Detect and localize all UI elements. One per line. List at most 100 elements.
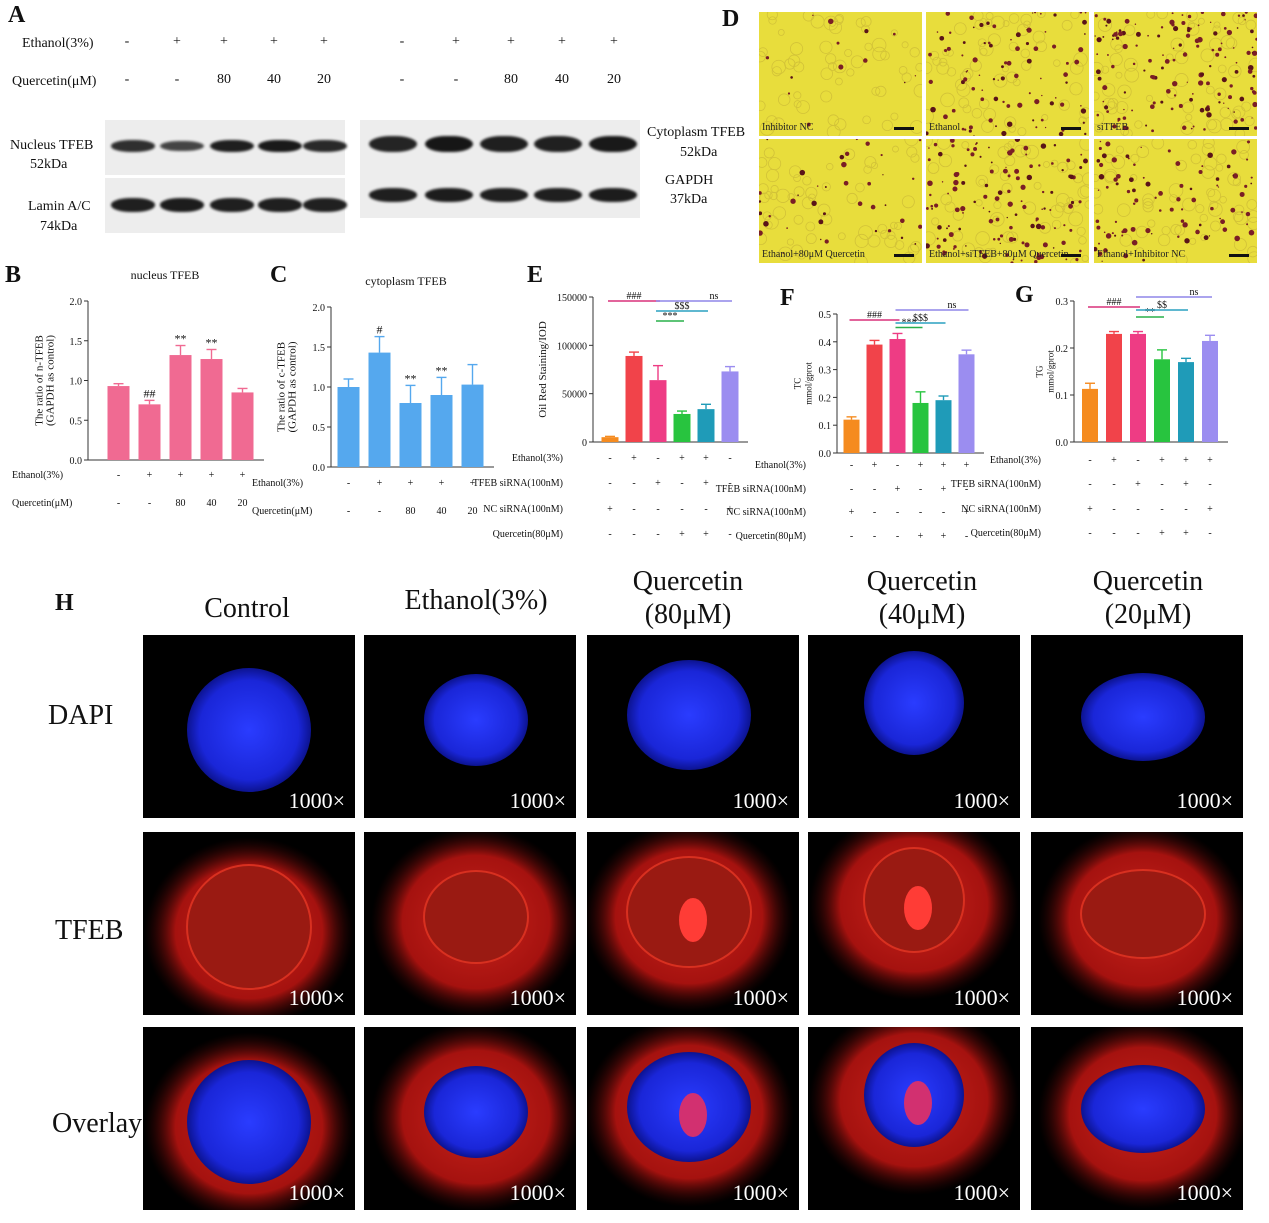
magnification-label: 1000× [509,788,566,813]
microscopy-image: Ethanol+Inhibitor NC [1094,139,1257,263]
y-tick-label: 50000 [562,390,587,401]
condition-value: + [703,478,709,489]
wb-condition-value: 40 [267,72,281,87]
bar [169,355,192,460]
condition-value: + [1111,455,1117,466]
condition-value: - [728,478,731,489]
bar [1130,333,1146,442]
bar-charts: 0.0 0.5 1.0 1.5 2.0 nucleus TFEB The ratio of … [12,268,1228,542]
condition-label: Ethanol(3%) [252,478,303,489]
condition-value: - [632,529,635,540]
y-axis-label: Oil Red Staining/IOD [537,321,549,418]
condition-label: Quercetin(80μM) [736,531,806,542]
condition-value: + [470,478,476,489]
condition-value: + [1207,504,1213,515]
confocal-image: 1000× [364,1027,576,1210]
condition-value: + [178,470,184,481]
condition-value: - [1136,528,1139,539]
y-axis-label: TG [1035,365,1045,377]
chart-title: nucleus TFEB [131,268,200,282]
band-lamin [210,198,254,212]
condition-value: - [1112,504,1115,515]
condition-value: - [873,484,876,495]
condition-value: - [1208,528,1211,539]
wb-condition-value: 80 [217,72,231,87]
confocal-column-header: (40μM) [878,599,966,630]
wb-quercetin-label: Quercetin(μM) [12,74,97,89]
wb-condition-value: - [453,72,459,87]
label-cyto-kda: 52kDa [680,145,718,160]
condition-value: - [608,453,611,464]
microscopy-image: Ethanol+80μM Quercetin [759,139,922,263]
condition-value: + [1159,528,1165,539]
label-lamin: Lamin A/C [28,199,91,214]
bar [138,404,161,460]
confocal-row-header: Overlay [52,1108,143,1139]
bar [843,419,860,453]
y-axis-label: (GAPDH as control) [287,341,299,432]
magnification-label: 1000× [732,1180,789,1205]
nucleus-dapi [864,651,964,755]
magnification-label: 1000× [509,1180,566,1205]
condition-value: - [1088,479,1091,490]
condition-value: - [347,478,350,489]
condition-label: Ethanol(3%) [12,470,63,481]
nucleus-dapi [627,660,751,770]
bar [1106,333,1122,442]
condition-value: - [728,529,731,540]
confocal-image: 1000× [587,832,799,1015]
bar [200,359,223,460]
bar [1202,340,1218,442]
y-tick-label: 0.0 [819,449,832,460]
label-gapdh-kda: 37kDa [670,192,708,207]
condition-label: Ethanol(3%) [990,455,1041,466]
confocal-image: 1000× [587,1027,799,1210]
band-gapdh [369,188,417,202]
band-cytoplasm-tfeb [480,135,528,153]
condition-value: + [703,453,709,464]
condition-value: + [872,460,878,471]
condition-value: + [1183,479,1189,490]
y-tick-label: 1.0 [313,383,326,394]
wb-ethanol-label: Ethanol(3%) [22,36,94,51]
band-nucleus-tfeb [303,140,347,152]
panel-label-b: B [5,262,22,288]
wb-condition-value: - [399,34,405,49]
significance-label: ** [1145,307,1155,318]
condition-value: - [850,460,853,471]
condition-value: + [209,470,215,481]
condition-value: - [632,478,635,489]
confocal-column-header: Control [204,593,290,624]
condition-value: + [1135,479,1141,490]
condition-label: Quercetin(80μM) [971,528,1041,539]
y-tick-label: 0.2 [1056,344,1069,355]
confocal-column-header: (80μM) [644,599,732,630]
y-tick-label: 0.3 [819,366,832,377]
condition-value: + [1183,455,1189,466]
magnification-label: 1000× [288,1180,345,1205]
condition-value: + [918,460,924,471]
significance-label: ** [436,363,448,377]
condition-value: - [965,531,968,542]
y-tick-label: 0 [582,438,587,449]
bar [649,380,667,442]
condition-label: Quercetin(μM) [252,506,312,517]
y-tick-label: 2.0 [313,303,326,314]
condition-value: + [631,453,637,464]
condition-value: + [240,470,246,481]
y-tick-label: 0.4 [819,338,832,349]
nuclear-tfeb-spot [679,898,707,942]
condition-value: + [703,529,709,540]
condition-label: Ethanol(3%) [755,460,806,471]
condition-value: - [850,531,853,542]
condition-label: TFEB siRNA(100nM) [951,479,1041,490]
condition-value: - [656,453,659,464]
microscopy-caption: Ethanol+siTFEB+80μM Quercetin [929,249,1069,260]
condition-value: + [1087,504,1093,515]
chart-oil-red: 0 50000 100000 150000 Oil Red Staining/IOD ##… [473,291,748,540]
condition-label: TFEB siRNA(100nM) [716,484,806,495]
nucleus-dapi [1081,673,1205,761]
confocal-image: 1000× [808,635,1020,818]
significance-label: $$$ [913,313,928,324]
y-tick-label: 0.1 [1056,391,1069,402]
